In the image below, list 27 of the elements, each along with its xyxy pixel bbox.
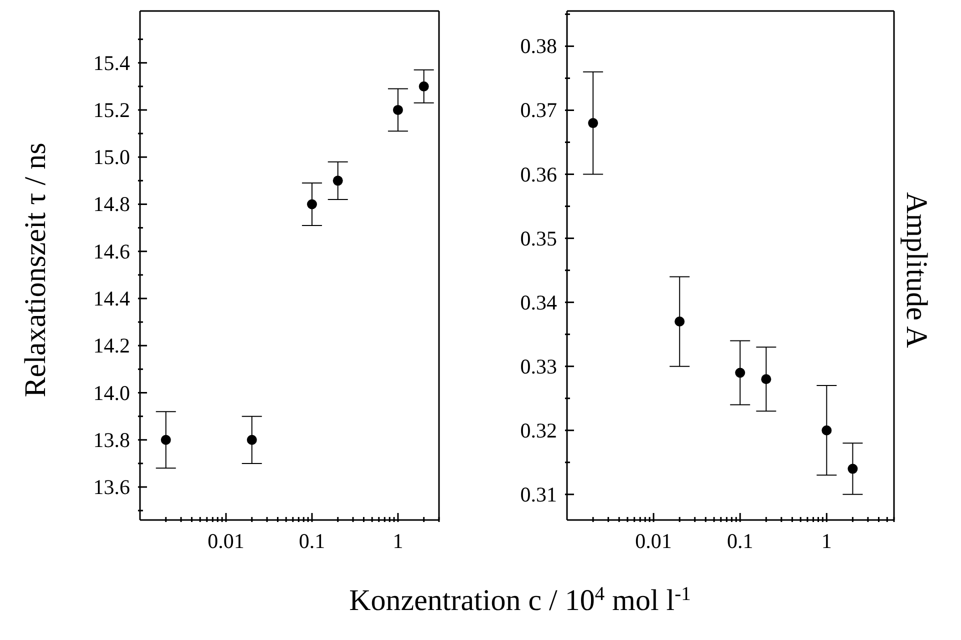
y-tick-label: 0.33: [520, 354, 557, 378]
x-tick-label: 0.01: [635, 529, 672, 553]
y-tick-label: 0.32: [520, 418, 557, 442]
x-tick-label: 1: [821, 529, 832, 553]
y-axis-title: Relaxationszeit τ / ns: [19, 142, 52, 398]
x-axis-title: Konzentration c / 10$^{4}$ mol l$^{-1}$: [349, 584, 691, 617]
y-tick-label: 0.34: [520, 290, 558, 314]
x-tick-label: 0.1: [726, 529, 754, 553]
y-tick-label: 14.6: [93, 239, 130, 264]
y-tick-label: 0.35: [520, 226, 557, 250]
y-tick-label: 13.6: [93, 475, 130, 500]
y-tick-label: 15.2: [93, 98, 130, 122]
y-tick-label: 0.37: [520, 98, 557, 122]
y-tick-label: 0.38: [520, 34, 557, 58]
y-tick-label: 15.4: [93, 50, 130, 75]
y-tick-label: 0.36: [520, 162, 557, 186]
x-tick-label: 0.1: [298, 529, 326, 553]
x-tick-label: 1: [392, 529, 404, 553]
y-tick-label: 14.4: [93, 286, 130, 310]
y-axis-title: Amplitude A: [900, 192, 933, 348]
y-tick-label: 0.31: [520, 482, 557, 506]
y-tick-label: 14.8: [93, 192, 130, 216]
y-tick-label: 13.8: [93, 428, 130, 452]
y-tick-label: 15.0: [93, 145, 130, 170]
y-tick-label: 14.0: [93, 380, 130, 405]
x-tick-label: 0.01: [208, 529, 244, 553]
y-tick-label: 14.2: [93, 334, 130, 358]
